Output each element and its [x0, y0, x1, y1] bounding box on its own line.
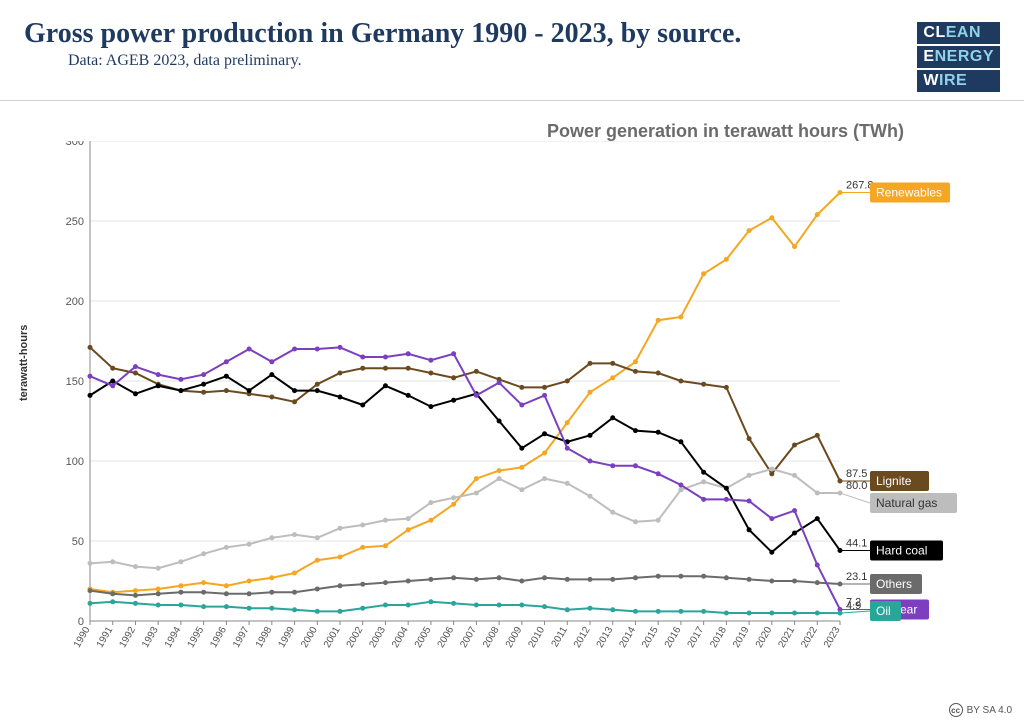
logo-row: WIRE	[917, 70, 1000, 92]
svg-text:2001: 2001	[322, 625, 343, 650]
svg-text:2019: 2019	[731, 625, 752, 650]
svg-text:300: 300	[66, 141, 84, 148]
end-value-lignite: 87.5	[846, 468, 867, 480]
series-tag-label-oil: Oil	[876, 604, 891, 618]
title-block: Gross power production in Germany 1990 -…	[24, 18, 917, 70]
svg-text:250: 250	[66, 216, 84, 228]
series-tag-label-lignite: Lignite	[876, 474, 912, 488]
series-tag-label-hard-coal: Hard coal	[876, 543, 927, 557]
svg-text:2002: 2002	[345, 625, 366, 650]
svg-text:2020: 2020	[754, 625, 775, 650]
svg-text:2011: 2011	[550, 625, 570, 650]
svg-text:1990: 1990	[72, 625, 93, 650]
svg-text:2017: 2017	[686, 625, 707, 650]
svg-text:2018: 2018	[708, 625, 729, 650]
svg-text:1998: 1998	[254, 625, 275, 650]
svg-text:2008: 2008	[481, 625, 502, 650]
svg-text:1996: 1996	[208, 625, 229, 650]
svg-text:2009: 2009	[504, 625, 525, 650]
svg-text:2015: 2015	[640, 625, 661, 650]
end-value-others: 23.1	[846, 571, 867, 583]
logo-row: CLEAN	[917, 22, 1000, 44]
svg-text:1997: 1997	[231, 625, 252, 650]
series-tag-label-renewables: Renewables	[876, 186, 942, 200]
svg-text:2016: 2016	[663, 625, 684, 650]
svg-text:2012: 2012	[572, 625, 593, 650]
license-badge: cc BY SA 4.0	[949, 703, 1012, 717]
end-value-hard-coal: 44.1	[846, 537, 867, 549]
logo-row: ENERGY	[917, 46, 1000, 68]
svg-text:1992: 1992	[117, 625, 138, 650]
svg-text:1991: 1991	[95, 625, 116, 650]
header: Gross power production in Germany 1990 -…	[0, 0, 1024, 101]
svg-text:2010: 2010	[526, 625, 547, 650]
svg-text:1994: 1994	[163, 625, 184, 650]
svg-text:2000: 2000	[299, 625, 320, 650]
svg-text:1999: 1999	[276, 625, 297, 650]
chart-area: Power generation in terawatt hours (TWh)…	[0, 101, 1024, 721]
svg-text:2022: 2022	[799, 625, 820, 650]
end-value-oil: 4.9	[846, 600, 861, 612]
subtitle: Data: AGEB 2023, data preliminary.	[68, 52, 917, 70]
svg-text:2014: 2014	[617, 625, 638, 650]
svg-text:2004: 2004	[390, 625, 411, 650]
svg-text:150: 150	[66, 376, 84, 388]
main-title: Gross power production in Germany 1990 -…	[24, 18, 917, 50]
svg-text:2006: 2006	[436, 625, 457, 650]
svg-text:2023: 2023	[822, 625, 843, 650]
series-tag-label-others: Others	[876, 577, 912, 591]
svg-text:100: 100	[66, 456, 84, 468]
line-chart: 0501001502002503001990199119921993199419…	[60, 141, 1000, 681]
end-value-natural-gas: 80.0	[846, 480, 867, 492]
svg-text:2003: 2003	[367, 625, 388, 650]
svg-text:1995: 1995	[186, 625, 207, 650]
license-text: BY SA 4.0	[967, 705, 1012, 716]
series-line-hard-coal	[90, 375, 840, 553]
brand-logo: CLEANENERGYWIRE	[917, 22, 1000, 92]
y-axis-title: terawatt-hours	[18, 325, 30, 401]
svg-text:50: 50	[72, 536, 84, 548]
series-tag-label-natural-gas: Natural gas	[876, 496, 937, 510]
cc-icon: cc	[949, 703, 963, 717]
svg-text:2005: 2005	[413, 625, 434, 650]
svg-text:2007: 2007	[458, 625, 479, 650]
end-value-renewables: 267.8	[846, 180, 874, 192]
svg-text:2021: 2021	[776, 625, 797, 650]
svg-text:2013: 2013	[595, 625, 616, 650]
svg-text:200: 200	[66, 296, 84, 308]
svg-text:1993: 1993	[140, 625, 161, 650]
chart-subtitle: Power generation in terawatt hours (TWh)	[547, 121, 904, 142]
